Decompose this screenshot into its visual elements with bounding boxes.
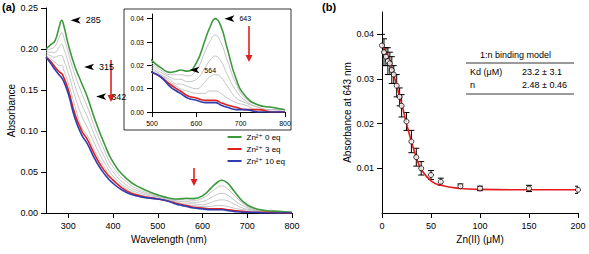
svg-text:0.01: 0.01 <box>130 85 144 92</box>
svg-text:0.03: 0.03 <box>356 74 374 84</box>
svg-text:0.20: 0.20 <box>20 44 38 54</box>
svg-text:0.00: 0.00 <box>130 109 144 116</box>
svg-text:400: 400 <box>106 221 121 231</box>
svg-text:Zn²⁺ 10 eq: Zn²⁺ 10 eq <box>247 157 285 166</box>
svg-text:Wavelength (nm): Wavelength (nm) <box>131 234 207 245</box>
svg-text:(a): (a) <box>2 1 16 13</box>
svg-text:700: 700 <box>240 221 255 231</box>
svg-text:100: 100 <box>472 221 487 231</box>
svg-text:800: 800 <box>284 221 299 231</box>
svg-text:Zn(II) (μM): Zn(II) (μM) <box>456 234 503 245</box>
svg-text:0.10: 0.10 <box>20 126 38 136</box>
svg-text:(b): (b) <box>322 1 336 13</box>
svg-text:0.15: 0.15 <box>20 85 38 95</box>
svg-text:0.01: 0.01 <box>356 163 374 173</box>
svg-text:800: 800 <box>279 120 291 127</box>
svg-text:285: 285 <box>86 15 101 25</box>
svg-text:Absorbance: Absorbance <box>6 83 17 137</box>
svg-text:300: 300 <box>61 221 76 231</box>
svg-text:0.04: 0.04 <box>130 15 144 22</box>
svg-text:200: 200 <box>570 221 585 231</box>
svg-text:0.03: 0.03 <box>130 39 144 46</box>
svg-text:315: 315 <box>99 62 114 72</box>
svg-text:0.04: 0.04 <box>356 29 374 39</box>
svg-text:0.02: 0.02 <box>130 62 144 69</box>
svg-text:564: 564 <box>204 67 216 74</box>
svg-text:150: 150 <box>521 221 536 231</box>
svg-text:0: 0 <box>379 221 384 231</box>
svg-text:50: 50 <box>426 221 436 231</box>
svg-text:0.25: 0.25 <box>20 3 38 13</box>
svg-text:n: n <box>470 80 475 90</box>
svg-text:Kd (μM): Kd (μM) <box>470 67 502 77</box>
svg-text:2.48 ± 0.46: 2.48 ± 0.46 <box>522 80 567 90</box>
svg-text:0.00: 0.00 <box>20 208 38 218</box>
svg-text:643: 643 <box>239 15 251 22</box>
svg-text:1:n binding model: 1:n binding model <box>480 50 551 60</box>
svg-text:0.02: 0.02 <box>356 119 374 129</box>
svg-text:500: 500 <box>146 120 158 127</box>
svg-text:Absorbance at 643 nm: Absorbance at 643 nm <box>342 62 353 163</box>
svg-text:700: 700 <box>235 120 247 127</box>
svg-text:23.2 ± 3.1: 23.2 ± 3.1 <box>522 67 562 77</box>
svg-text:600: 600 <box>190 120 202 127</box>
svg-text:Zn²⁺ 3 eq: Zn²⁺ 3 eq <box>247 145 281 154</box>
svg-text:342: 342 <box>111 92 126 102</box>
svg-text:0.05: 0.05 <box>20 167 38 177</box>
svg-text:Zn²⁺ 0 eq: Zn²⁺ 0 eq <box>247 133 281 142</box>
svg-text:600: 600 <box>195 221 210 231</box>
svg-text:500: 500 <box>150 221 165 231</box>
